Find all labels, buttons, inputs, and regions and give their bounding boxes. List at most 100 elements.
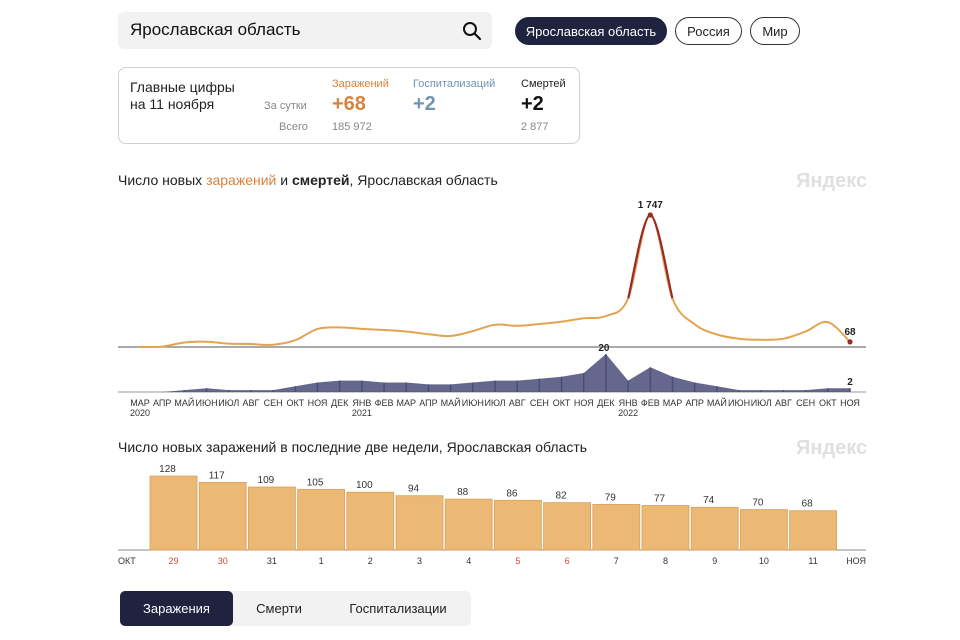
bar-value-label: 100 [356, 480, 373, 491]
deaths-day: +2 [521, 93, 544, 115]
tab-cases[interactable]: Заражения [120, 591, 233, 626]
region-pill-world[interactable]: Мир [750, 17, 800, 45]
bar-value-label: 77 [654, 494, 666, 505]
bar-value-label: 70 [752, 498, 764, 509]
bar [198, 481, 247, 551]
bar-value-label: 68 [802, 499, 814, 510]
x-tick-label: 1 [319, 556, 324, 566]
bar [592, 503, 641, 551]
search-bar[interactable]: Ярославская область [118, 12, 492, 49]
bar-value-label: 79 [605, 492, 617, 503]
cases-point [827, 321, 829, 323]
deaths-total: 2 877 [521, 121, 549, 133]
bar-value-label: 94 [408, 484, 420, 495]
x-tick-label: АПР [686, 398, 704, 408]
cases-point [139, 346, 141, 348]
x-tick-label: МАЙ [707, 397, 727, 408]
x-year-label: 2021 [352, 408, 372, 418]
deaths-peak-label: 20 [598, 343, 610, 354]
x-tick-label: АПР [419, 398, 437, 408]
cases-point [227, 342, 230, 345]
bar [493, 499, 542, 551]
bar-value-label: 74 [703, 495, 715, 506]
cases-point [383, 329, 385, 331]
cases-point [804, 330, 807, 333]
search-icon[interactable] [462, 21, 482, 41]
bar [789, 510, 837, 551]
cases-label: Заражений [332, 78, 389, 90]
bar-value-label: 105 [307, 477, 324, 488]
bar-value-label: 82 [556, 491, 568, 502]
x-tick-label: НОЯ [840, 398, 860, 408]
x-tick-label: СЕН [796, 398, 815, 408]
x-tick-label: НОЯ [308, 398, 328, 408]
cases-point [250, 343, 252, 345]
bar [444, 498, 493, 551]
month-left-label: ОКТ [118, 556, 136, 566]
x-tick-label: ДЕК [597, 398, 615, 408]
x-tick-label: ОКТ [286, 398, 304, 408]
x-tick-label: МАР [663, 398, 683, 408]
x-tick-label: МАЙ [441, 397, 461, 408]
bar-value-label: 88 [457, 487, 469, 498]
x-tick-label: 7 [614, 556, 619, 566]
cases-point [272, 343, 274, 346]
x-tick-label: АВГ [775, 398, 792, 408]
per-day-label: За сутки [264, 100, 307, 112]
x-tick-label: 11 [808, 556, 817, 566]
bar [247, 486, 296, 551]
cases-point [494, 323, 496, 326]
x-year-label: 2022 [618, 408, 638, 418]
tab-hospitalizations[interactable]: Госпитализации [349, 601, 447, 616]
bar [641, 505, 690, 551]
x-tick-label: СЕН [530, 398, 549, 408]
metric-tabs: Заражения Смерти Госпитализации [120, 591, 471, 626]
cases-point [716, 333, 718, 336]
x-tick-label: ИЮЛ [484, 398, 505, 408]
x-tick-label: ИЮН [728, 398, 750, 408]
hospital-label: Госпитализаций [413, 78, 496, 90]
x-tick-label: 10 [759, 556, 769, 566]
x-tick-label: ФЕВ [375, 398, 394, 408]
cases-point [361, 328, 363, 330]
cases-point [294, 339, 297, 341]
x-tick-label: 29 [168, 556, 178, 566]
tab-deaths[interactable]: Смерти [256, 601, 302, 616]
x-tick-label: 3 [417, 556, 422, 566]
x-tick-label: НОЯ [574, 398, 594, 408]
x-tick-label: АВГ [509, 398, 526, 408]
summary-heading: Главные цифры на 11 ноября [130, 79, 235, 112]
hospital-day: +2 [413, 93, 436, 115]
cases-point [316, 328, 319, 330]
x-tick-label: 2 [368, 556, 373, 566]
cases-point [338, 326, 341, 329]
region-pill-russia[interactable]: Россия [675, 17, 742, 45]
last-cases-marker [847, 339, 853, 345]
x-tick-label: МАЙ [174, 397, 194, 408]
x-tick-label: 30 [218, 556, 228, 566]
cases-point [582, 317, 585, 320]
bar-value-label: 128 [159, 464, 176, 475]
month-right-label: НОЯ [846, 556, 866, 566]
cases-total: 185 972 [332, 121, 372, 133]
total-label: Всего [279, 121, 308, 133]
cases-point [605, 315, 607, 317]
summary-card: Главные цифры на 11 ноября За сутки Всег… [118, 67, 580, 144]
cases-point [472, 330, 474, 332]
x-tick-label: ЯНВ [352, 398, 371, 408]
bar-value-label: 117 [209, 470, 225, 481]
chart2-svg: 1282911730109311051100294388486582679777… [118, 464, 866, 566]
bar-value-label: 86 [506, 488, 518, 499]
search-input[interactable]: Ярославская область [130, 20, 301, 39]
x-tick-label: ИЮН [462, 398, 484, 408]
x-tick-label: ОКТ [553, 398, 571, 408]
cases-point [405, 330, 408, 333]
cases-point [738, 337, 740, 340]
bar [543, 502, 591, 551]
x-tick-label: 31 [267, 556, 277, 566]
bar-value-label: 109 [258, 475, 275, 486]
x-tick-label: ИЮН [196, 398, 218, 408]
cases-point [183, 341, 186, 344]
region-pill-yaroslavl[interactable]: Ярославская область [515, 17, 667, 45]
